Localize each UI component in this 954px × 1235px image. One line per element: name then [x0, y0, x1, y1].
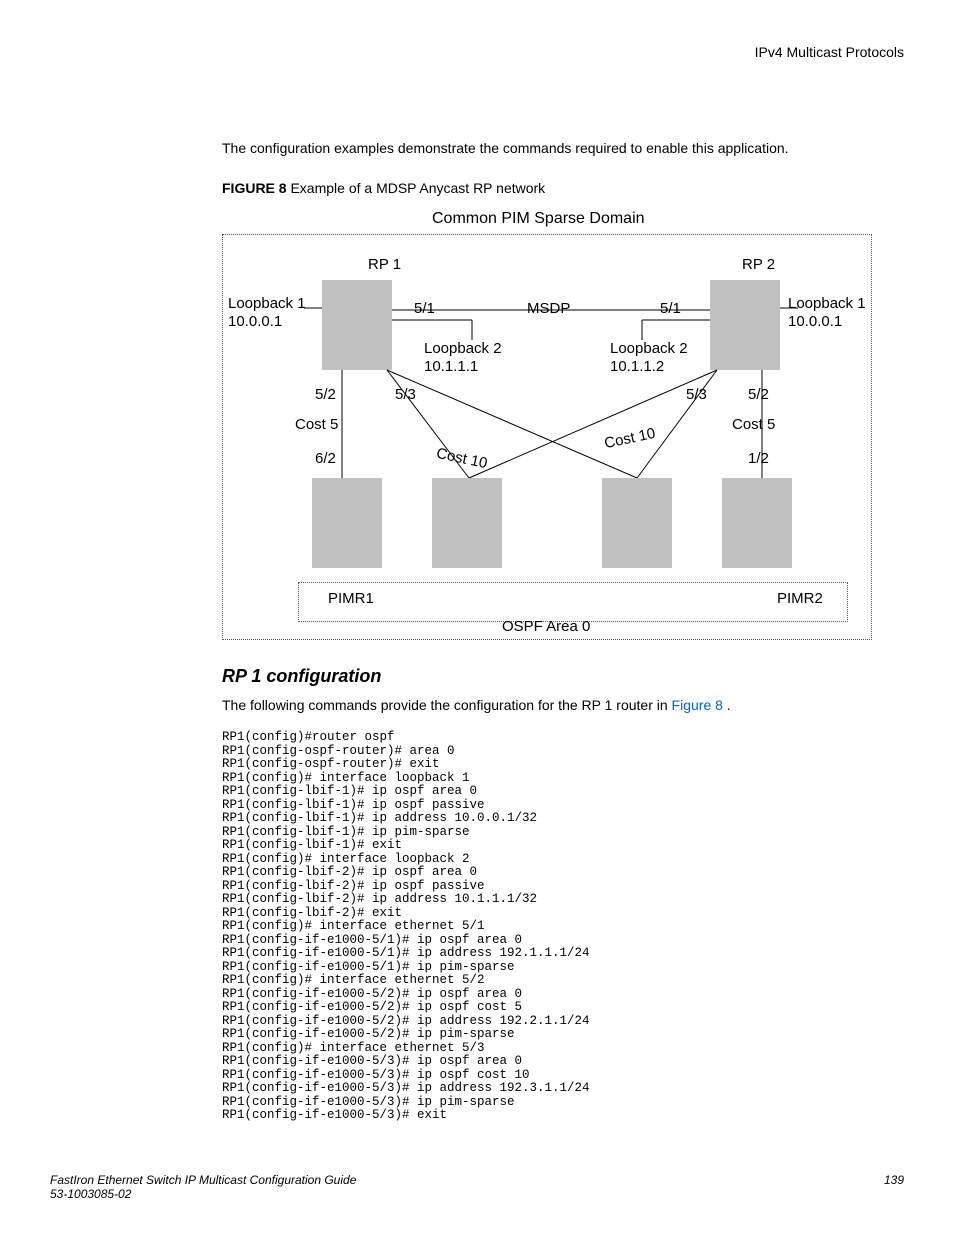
lb2b-ip: 10.1.1.2	[610, 358, 664, 375]
p53-l: 5/3	[395, 386, 416, 403]
footer-doc-title: FastIron Ethernet Switch IP Multicast Co…	[50, 1173, 356, 1187]
domain-title: Common PIM Sparse Domain	[432, 210, 645, 228]
figure-title: Example of a MDSP Anycast RP network	[290, 180, 545, 196]
intro-paragraph: The configuration examples demonstrate t…	[222, 140, 904, 156]
lb1a-ip: 10.0.0.1	[228, 313, 282, 330]
footer-page-number: 139	[884, 1173, 904, 1201]
lb2a-ip: 10.1.1.1	[424, 358, 478, 375]
cost5-r: Cost 5	[732, 416, 775, 433]
ospf-label: OSPF Area 0	[502, 618, 590, 635]
figure-number: FIGURE 8	[222, 180, 290, 196]
pimr1-router	[312, 478, 382, 568]
p12: 1/2	[748, 450, 769, 467]
p52-l: 5/2	[315, 386, 336, 403]
p51-left: 5/1	[414, 300, 435, 317]
lb2b: Loopback 2	[610, 340, 688, 357]
p53-r: 5/3	[686, 386, 707, 403]
lb2a: Loopback 2	[424, 340, 502, 357]
page-footer: FastIron Ethernet Switch IP Multicast Co…	[50, 1173, 904, 1201]
ospf-box	[298, 582, 848, 622]
lb1b: Loopback 1	[788, 295, 866, 312]
msdp: MSDP	[527, 300, 570, 317]
network-diagram: Common PIM Sparse Domain RP 1 RP 2 Loopb…	[222, 210, 882, 640]
footer-doc-number: 53-1003085-02	[50, 1187, 356, 1201]
lb1b-ip: 10.0.0.1	[788, 313, 842, 330]
section-intro: The following commands provide the confi…	[222, 697, 904, 713]
rp2-label: RP 2	[742, 256, 775, 273]
p62: 6/2	[315, 450, 336, 467]
p52-r: 5/2	[748, 386, 769, 403]
rp2-router	[710, 280, 780, 370]
pimr1b-router	[432, 478, 502, 568]
header-title: IPv4 Multicast Protocols	[755, 44, 904, 60]
figure-caption: FIGURE 8 Example of a MDSP Anycast RP ne…	[222, 180, 904, 196]
lb1a: Loopback 1	[228, 295, 306, 312]
figure-link[interactable]: Figure 8	[672, 697, 727, 713]
section-intro-post: .	[727, 697, 731, 713]
section-intro-pre: The following commands provide the confi…	[222, 697, 672, 713]
section-title: RP 1 configuration	[222, 666, 904, 687]
rp1-label: RP 1	[368, 256, 401, 273]
cost5-l: Cost 5	[295, 416, 338, 433]
config-code-block: RP1(config)#router ospf RP1(config-ospf-…	[222, 731, 904, 1123]
pimr2-router	[722, 478, 792, 568]
page-header: IPv4 Multicast Protocols	[50, 44, 904, 60]
pimr2a-router	[602, 478, 672, 568]
p51-right: 5/1	[660, 300, 681, 317]
rp1-router	[322, 280, 392, 370]
